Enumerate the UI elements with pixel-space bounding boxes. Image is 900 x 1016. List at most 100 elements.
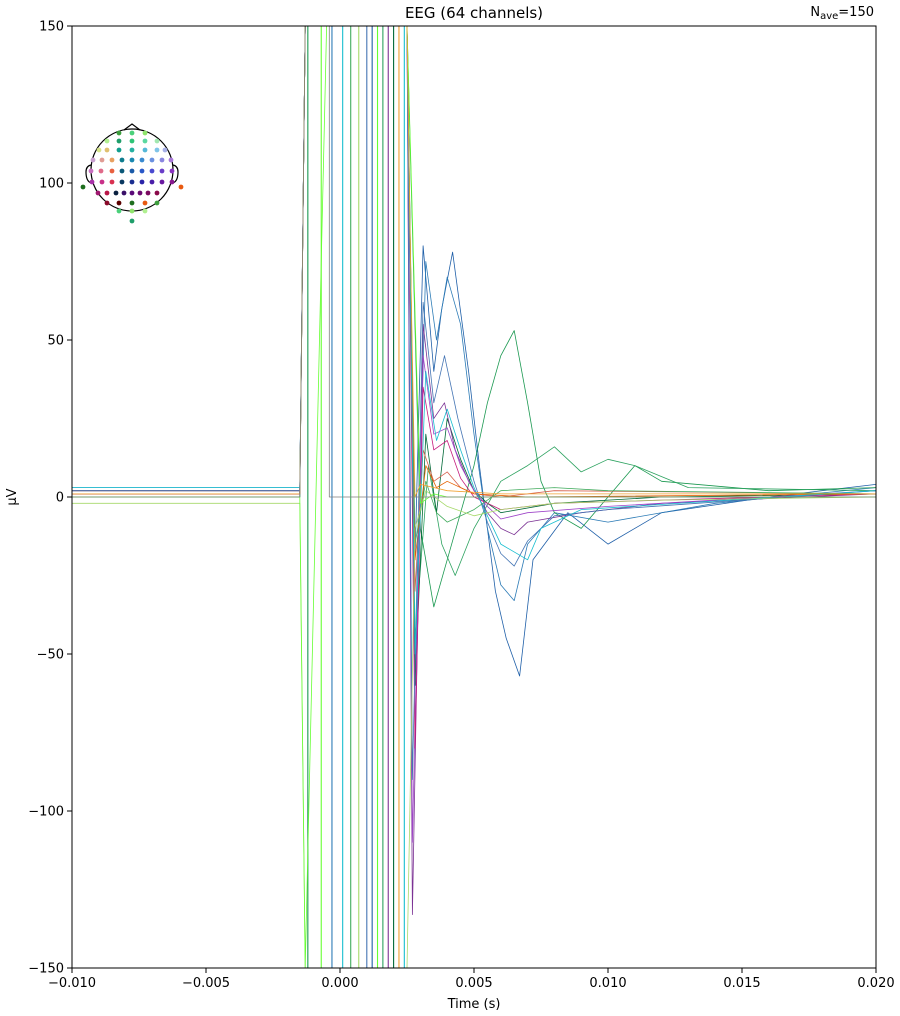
channel-traces (72, 26, 876, 968)
sensor-dot (168, 157, 174, 163)
sensor-dot (154, 147, 160, 153)
channel-trace (72, 26, 876, 655)
sensor-dot (119, 179, 125, 185)
y-axis-ticks: −150 −100 −50 0 50 100 150 (28, 20, 72, 977)
sensor-dot (169, 179, 175, 185)
sensor-dot (129, 157, 135, 163)
sensor-dot (137, 190, 143, 196)
sensor-dot (104, 190, 110, 196)
y-tick-label: 150 (39, 20, 64, 35)
sensor-dot (149, 179, 155, 185)
sensor-dot (104, 147, 110, 153)
y-axis-label: µV (5, 488, 20, 505)
channel-trace (72, 26, 876, 686)
sensor-dot (88, 168, 94, 174)
sensor-dot (129, 138, 135, 144)
sensor-dot (129, 168, 135, 174)
sensor-dot (116, 208, 122, 214)
channel-trace (72, 490, 876, 968)
sensor-dot (178, 184, 184, 190)
sensor-dot (142, 208, 148, 214)
sensor-dot (129, 179, 135, 185)
sensor-dot (104, 138, 110, 144)
sensor-dot (159, 179, 165, 185)
channel-trace (72, 26, 876, 686)
sensor-dot (121, 190, 127, 196)
y-tick-label: 0 (56, 491, 64, 506)
sensor-dot (129, 200, 135, 206)
sensor-dot (109, 157, 115, 163)
sensor-dot (99, 179, 105, 185)
sensor-dot (116, 138, 122, 144)
channel-trace (72, 26, 876, 545)
sensor-dots (80, 130, 184, 224)
x-tick-label: 0.000 (321, 976, 358, 991)
channel-trace (72, 26, 876, 592)
sensor-dot (116, 200, 122, 206)
sensor-dot (129, 208, 135, 214)
channel-trace (72, 26, 876, 498)
nave-sub: ave (820, 11, 838, 22)
sensor-dot (139, 179, 145, 185)
y-tick-label: −50 (37, 648, 64, 663)
sensor-dot (159, 168, 165, 174)
sensor-dot (104, 200, 110, 206)
sensor-dot (129, 147, 135, 153)
nave-suffix: =150 (838, 5, 874, 20)
sensor-dot (99, 157, 105, 163)
sensor-dot (145, 190, 151, 196)
left-ear-icon (85, 164, 92, 184)
sensor-dot (129, 130, 135, 136)
sensor-dot (119, 168, 125, 174)
sensor-dot (154, 190, 160, 196)
sensor-dot (142, 147, 148, 153)
sensor-dot (90, 157, 96, 163)
sensor-dot (142, 130, 148, 136)
x-axis-ticks: −0.010 −0.005 0.000 0.005 0.010 0.015 0.020 (48, 968, 895, 991)
channel-trace (72, 26, 876, 639)
channel-trace (72, 26, 876, 498)
sensor-dot (154, 200, 160, 206)
right-ear-icon (172, 164, 179, 184)
x-tick-label: 0.010 (589, 976, 626, 991)
nave-prefix: N (810, 5, 820, 20)
channel-trace (72, 26, 876, 843)
sensor-dot (116, 130, 122, 136)
channel-trace (72, 26, 876, 915)
nose-icon (123, 123, 141, 131)
sensor-dot (119, 157, 125, 163)
sensor-topomap-legend (80, 123, 184, 224)
channel-trace (72, 26, 876, 749)
y-tick-label: −150 (28, 962, 64, 977)
sensor-dot (80, 184, 86, 190)
x-tick-label: 0.015 (723, 976, 760, 991)
sensor-dot (129, 190, 135, 196)
sensor-dot (98, 168, 104, 174)
x-tick-label: −0.005 (182, 976, 230, 991)
x-tick-label: −0.010 (48, 976, 96, 991)
chart-title: EEG (64 channels) (405, 4, 543, 22)
x-axis-label: Time (s) (447, 997, 501, 1012)
sensor-dot (149, 157, 155, 163)
sensor-dot (149, 168, 155, 174)
sensor-dot (162, 147, 168, 153)
sensor-dot (129, 218, 135, 224)
channel-trace (72, 26, 876, 608)
x-tick-label: 0.020 (857, 976, 894, 991)
sensor-dot (139, 168, 145, 174)
sensor-dot (96, 147, 102, 153)
sensor-dot (139, 157, 145, 163)
sensor-dot (116, 147, 122, 153)
sensor-dot (159, 157, 165, 163)
y-tick-label: 50 (47, 334, 64, 349)
sensor-dot (95, 190, 101, 196)
nave-annotation: Nave=150 (810, 5, 874, 22)
sensor-dot (89, 179, 95, 185)
y-tick-label: −100 (28, 805, 64, 820)
sensor-dot (113, 190, 119, 196)
sensor-dot (142, 200, 148, 206)
sensor-dot (154, 138, 160, 144)
sensor-dot (142, 138, 148, 144)
y-tick-label: 100 (39, 177, 64, 192)
